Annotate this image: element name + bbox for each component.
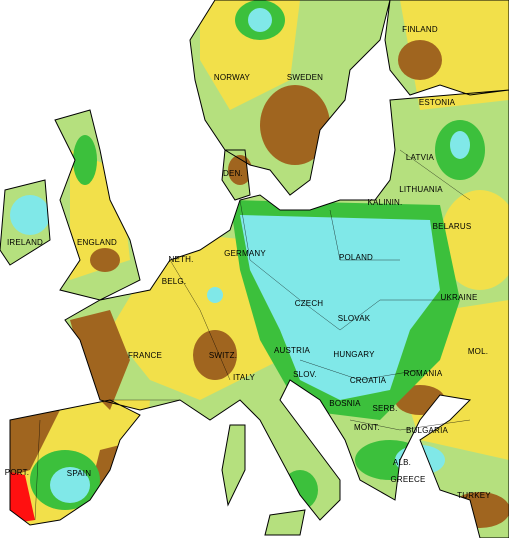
borders: [34, 149, 471, 521]
country-label: SLOV.: [293, 370, 317, 379]
country-label: AUSTRIA: [274, 346, 311, 355]
country-label: IRELAND: [7, 238, 43, 247]
country-label: TURKEY: [457, 491, 491, 500]
country-label: MONT.: [354, 423, 380, 432]
country-label: SWITZ.: [209, 351, 237, 360]
country-label: NORWAY: [214, 73, 251, 82]
country-label: ENGLAND: [77, 238, 117, 247]
country-label: ITALY: [233, 373, 256, 382]
country-label: CZECH: [295, 299, 324, 308]
country-label: MOL.: [468, 347, 488, 356]
country-label: SLOVAK: [338, 314, 371, 323]
country-label: ROMANIA: [404, 369, 443, 378]
country-label: SWEDEN: [287, 73, 323, 82]
country-label: BELARUS: [433, 222, 472, 231]
country-label: LITHUANIA: [399, 185, 443, 194]
country-label: SERB.: [372, 404, 397, 413]
country-label: ALB.: [393, 458, 411, 467]
country-label: POLAND: [339, 253, 373, 262]
country-label: SPAIN: [67, 469, 91, 478]
country-label: FINLAND: [402, 25, 438, 34]
country-label: FRANCE: [128, 351, 162, 360]
country-label: NETH.: [169, 255, 194, 264]
country-label: PORT.: [5, 468, 29, 477]
country-label: KALININ.: [368, 198, 403, 207]
country-label: LATVIA: [406, 153, 435, 162]
country-label: UKRAINE: [441, 293, 478, 302]
country-label: BELG.: [162, 277, 187, 286]
country-label: HUNGARY: [333, 350, 375, 359]
labels: FINLAND NORWAY SWEDEN ESTONIA LATVIA DEN. LITH…: [5, 25, 491, 500]
country-label: ESTONIA: [419, 98, 456, 107]
country-label: CROATIA: [350, 376, 387, 385]
country-label: GERMANY: [224, 249, 266, 258]
country-label: BULGARIA: [406, 426, 449, 435]
country-label: BOSNIA: [329, 399, 361, 408]
country-label: GREECE: [391, 475, 426, 484]
country-label: DEN.: [223, 169, 243, 178]
